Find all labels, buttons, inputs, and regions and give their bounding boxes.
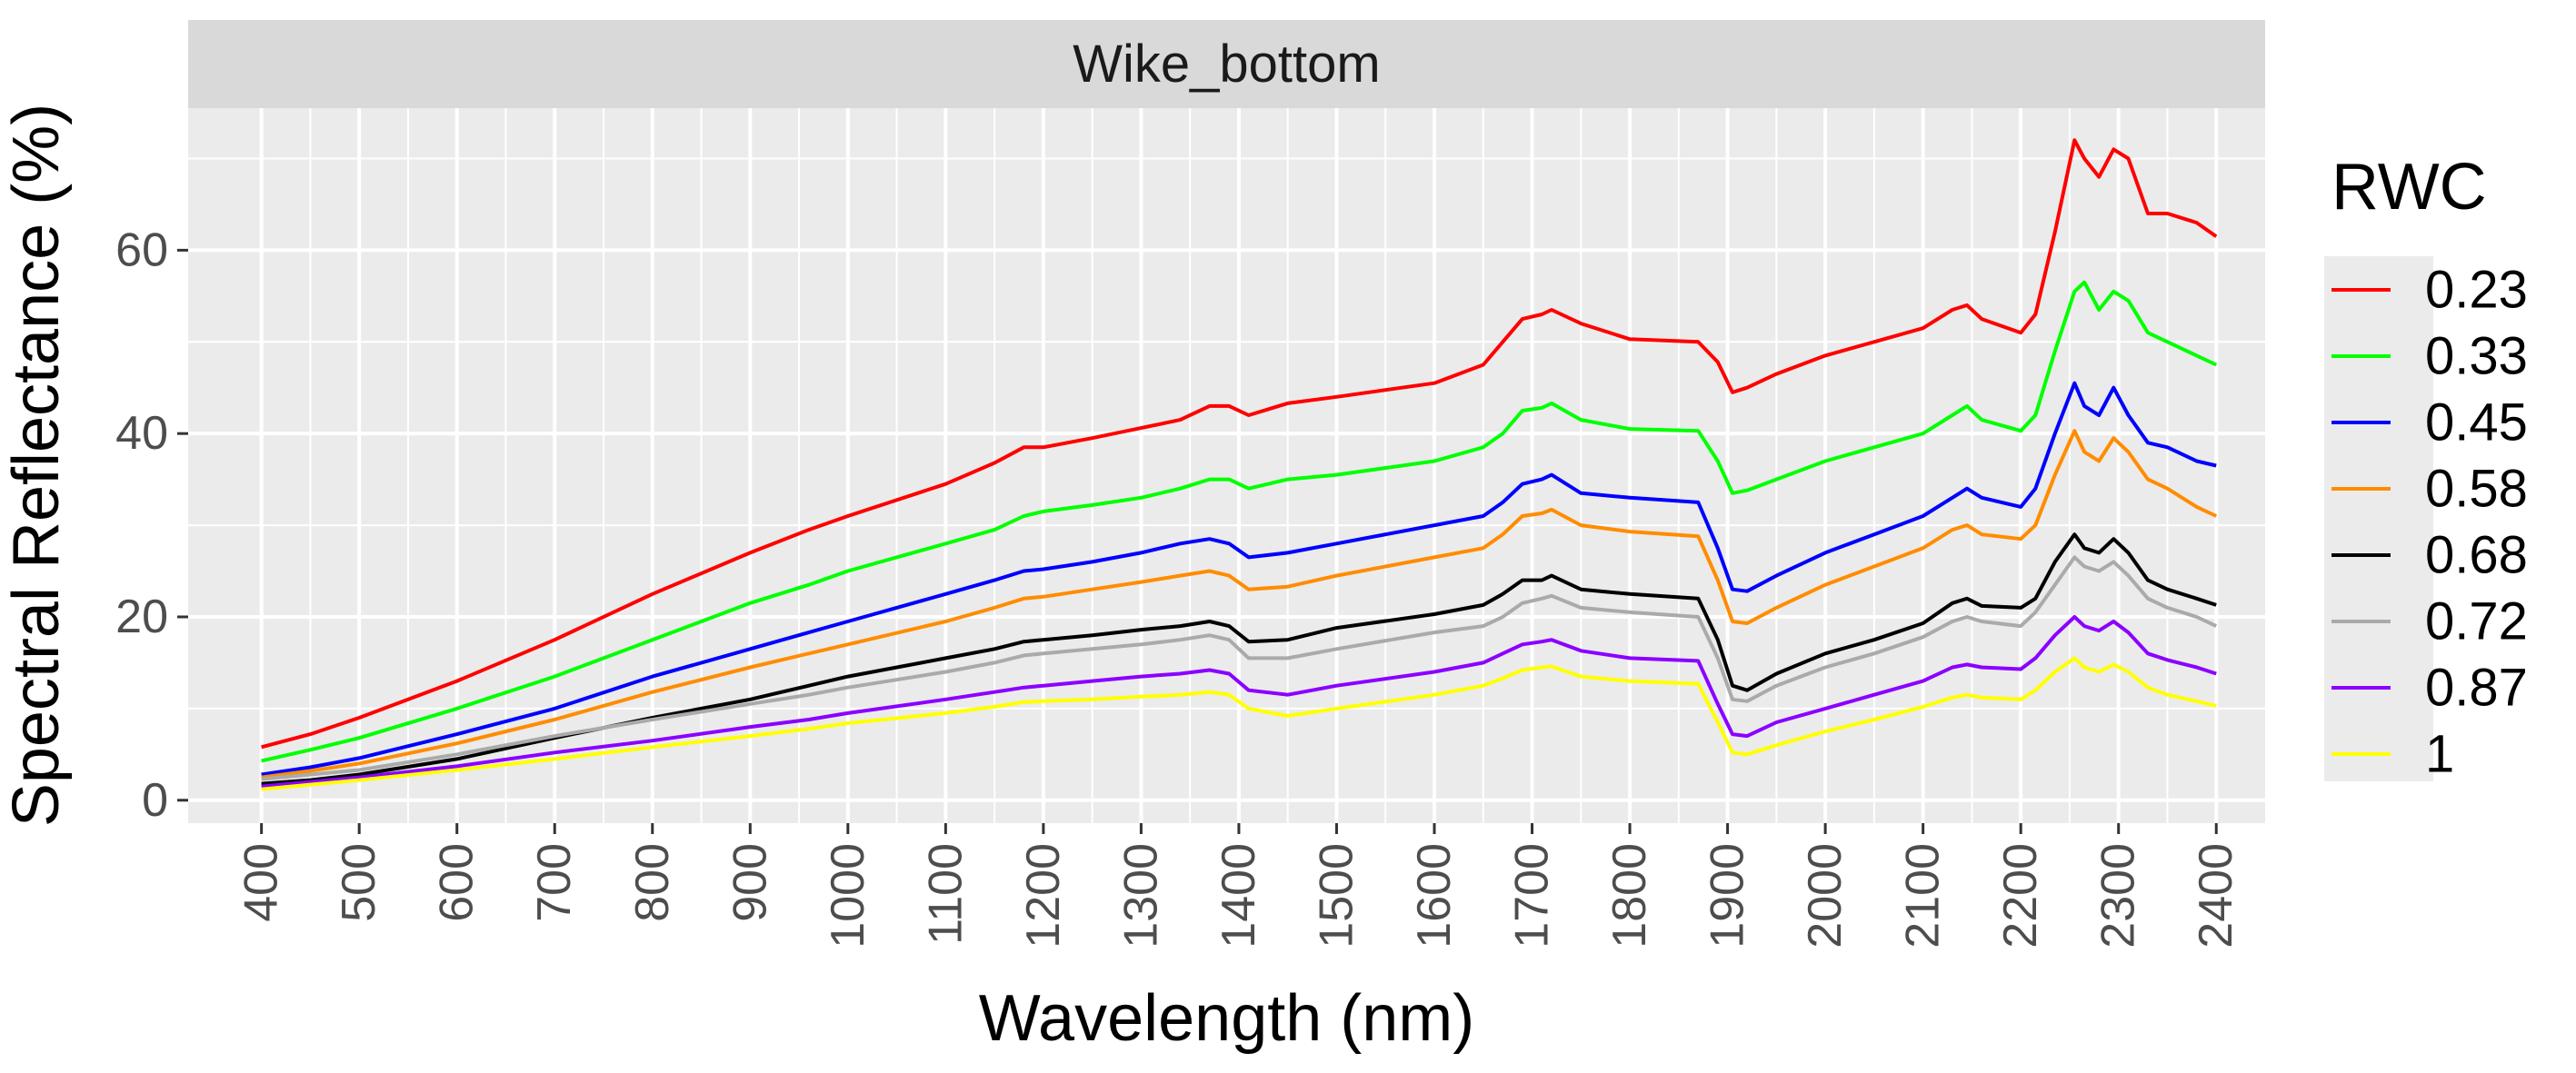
x-tick-label: 500 bbox=[333, 843, 385, 922]
y-tick-label: 40 bbox=[115, 407, 168, 460]
facet-strip-label: Wike_bottom bbox=[1073, 35, 1380, 94]
legend: RWC 0.23 0.33 0.45 0.58 0.68 0.72 0.87 1 bbox=[2324, 151, 2528, 784]
series-line-0-68 bbox=[261, 532, 2217, 786]
x-tick-label: 1600 bbox=[1408, 843, 1461, 949]
legend-label-0-33: 0.33 bbox=[2425, 327, 2528, 386]
legend-label-0-23: 0.23 bbox=[2425, 261, 2528, 320]
x-tick-label: 1400 bbox=[1213, 843, 1265, 949]
x-tick-label: 700 bbox=[528, 843, 581, 922]
legend-label-0-58: 0.58 bbox=[2425, 460, 2528, 519]
series-line-0-72 bbox=[261, 555, 2218, 781]
x-tick-label: 900 bbox=[724, 843, 776, 922]
x-tick-label: 1900 bbox=[1702, 843, 1754, 949]
x-tick-label: 2300 bbox=[2092, 843, 2145, 949]
x-tick-label: 2000 bbox=[1799, 843, 1852, 949]
series-line-0-87 bbox=[261, 615, 2217, 789]
legend-label-0-45: 0.45 bbox=[2425, 393, 2528, 452]
x-tick-label: 800 bbox=[626, 843, 679, 922]
series-line-0-58 bbox=[261, 429, 2218, 780]
x-tick-label: 1500 bbox=[1310, 843, 1363, 949]
x-tick-label: 1700 bbox=[1506, 843, 1559, 949]
legend-label-0-68: 0.68 bbox=[2425, 526, 2528, 585]
x-tick-label: 1000 bbox=[822, 843, 874, 949]
legend-label-0-87: 0.87 bbox=[2425, 659, 2528, 718]
y-tick-label: 0 bbox=[142, 774, 168, 827]
x-tick-label: 600 bbox=[431, 843, 484, 922]
grid-layer bbox=[188, 108, 2265, 823]
legend-title: RWC bbox=[2331, 151, 2487, 224]
x-axis-title: Wavelength (nm) bbox=[979, 982, 1475, 1055]
series-line-0-33 bbox=[261, 280, 2218, 763]
legend-key-background bbox=[2324, 256, 2433, 781]
x-tick-label: 1300 bbox=[1114, 843, 1167, 949]
x-tick-label: 1200 bbox=[1017, 843, 1070, 949]
x-tick-label: 2400 bbox=[2190, 843, 2242, 949]
y-tick-label: 60 bbox=[115, 224, 168, 276]
legend-items: 0.23 0.33 0.45 0.58 0.68 0.72 0.87 1 bbox=[2331, 261, 2528, 784]
y-tick-label: 20 bbox=[115, 591, 168, 643]
series-line-0-23 bbox=[261, 138, 2218, 750]
plot-panel bbox=[188, 108, 2265, 823]
series-line-0-45 bbox=[261, 381, 2217, 777]
series-line-1 bbox=[261, 656, 2217, 791]
legend-label-1: 1 bbox=[2425, 725, 2454, 784]
facet-strip bbox=[188, 20, 2265, 108]
series-layer bbox=[261, 138, 2218, 791]
y-axis-title: Spectral Reflectance (%) bbox=[0, 104, 73, 827]
x-tick-label: 2100 bbox=[1897, 843, 1950, 949]
x-tick-label: 1100 bbox=[919, 843, 972, 945]
axis-layer: 400 500 600 700 800 900 1000 1100 1200 1300 1400 15… bbox=[115, 224, 2242, 948]
x-tick-label: 400 bbox=[235, 843, 288, 922]
legend-label-0-72: 0.72 bbox=[2425, 592, 2528, 651]
x-tick-label: 1800 bbox=[1603, 843, 1656, 949]
x-tick-label: 2200 bbox=[1994, 843, 2047, 949]
